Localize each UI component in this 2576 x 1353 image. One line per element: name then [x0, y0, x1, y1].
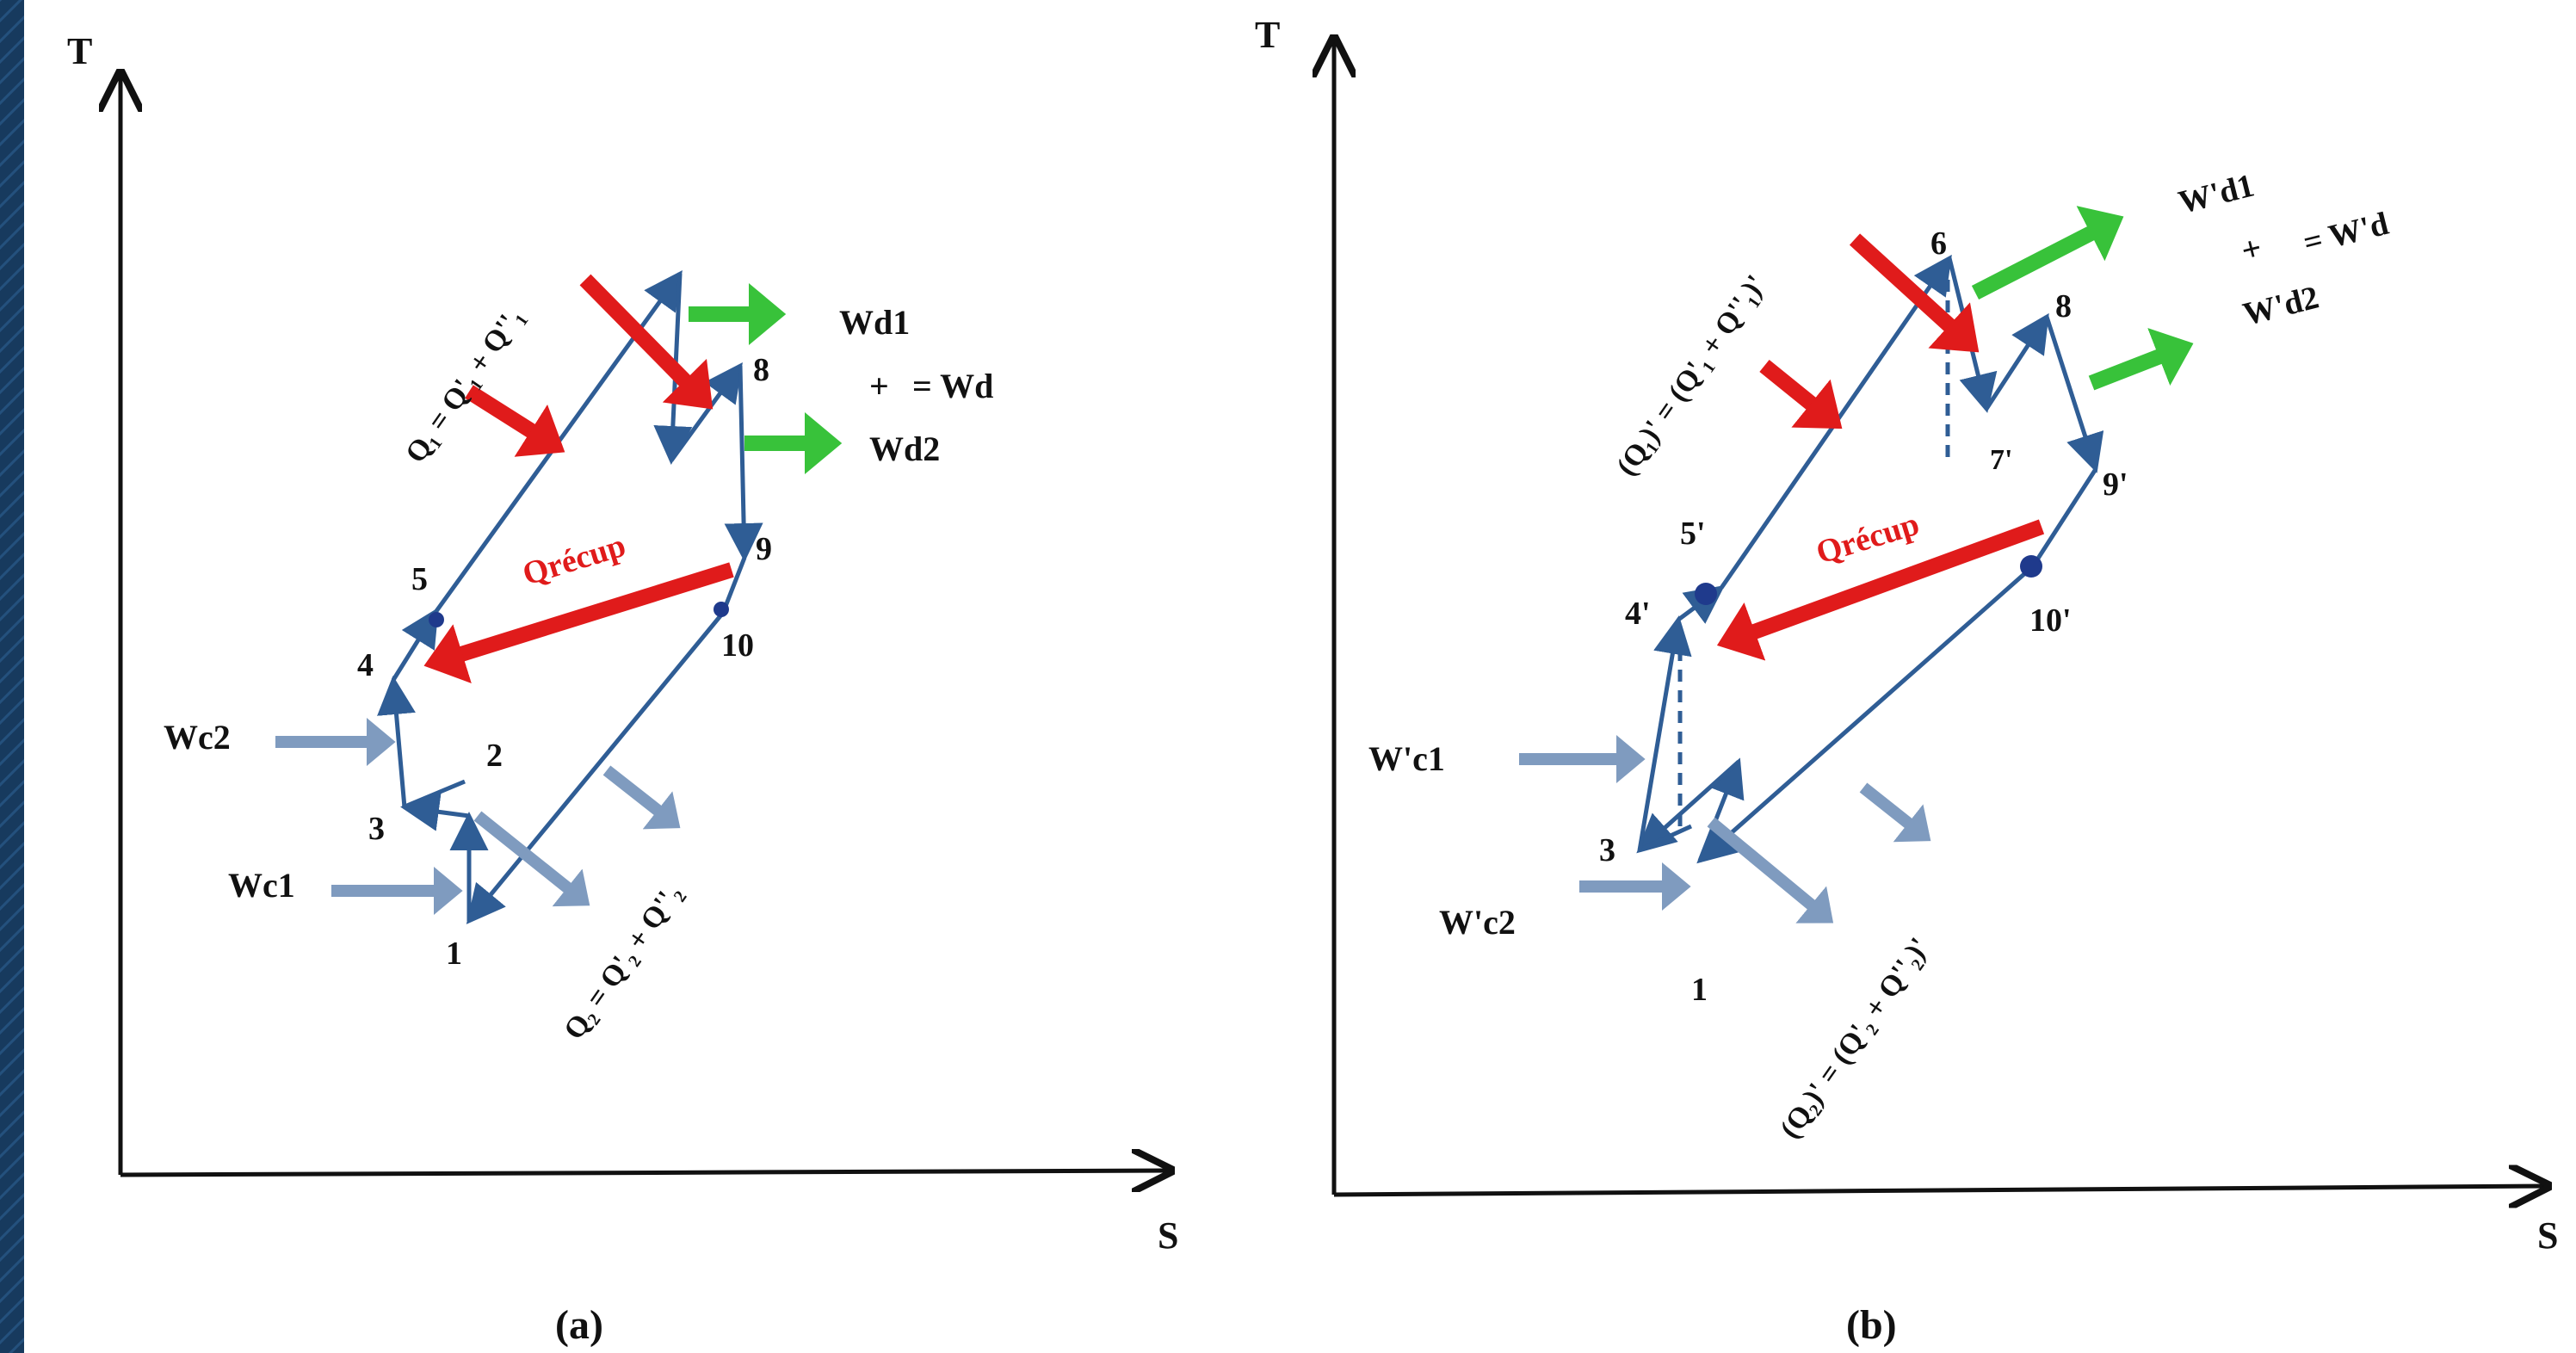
- wc2-label: Wc2: [164, 718, 231, 757]
- cycle-line: [400, 792, 470, 831]
- state-label-5: 5: [411, 561, 428, 597]
- state-label-5p: 5': [1680, 516, 1706, 552]
- heat-out-arrow: [602, 765, 681, 830]
- wd-label: = Wd: [912, 367, 993, 405]
- wc1-label: W'c1: [1368, 739, 1445, 778]
- state-label-9p: 9': [2103, 466, 2128, 503]
- cooling-line: [1642, 824, 1693, 850]
- turbine-work-arrow: [1971, 206, 2124, 300]
- heat-out-arrow: [1707, 817, 1834, 924]
- state-label-1: 1: [1691, 972, 1708, 1008]
- cycle-line: [377, 676, 416, 808]
- cooling-line: [402, 779, 466, 810]
- cycle-line: [1637, 615, 1692, 851]
- cycle-line: [2044, 316, 2104, 473]
- cycle-line: [1696, 565, 2035, 864]
- wc1-label: Wc1: [228, 866, 295, 905]
- axis-s-label: S: [2537, 1214, 2558, 1257]
- s-axis: [120, 1171, 1171, 1175]
- state-label-1: 1: [446, 936, 462, 972]
- heat-recuperation-arrow: [423, 562, 734, 684]
- state-label-7p: 7': [1990, 444, 2012, 476]
- panel-a-axes: [120, 73, 1171, 1175]
- cycle-line: [669, 361, 743, 462]
- state-label-4: 4: [357, 647, 374, 683]
- wc2-label: W'c2: [1439, 903, 1516, 942]
- heat-in-arrow: [579, 274, 713, 410]
- turbine-work-arrow: [2088, 327, 2194, 391]
- wd2-label: Wd2: [869, 429, 940, 468]
- cycle-line: [2030, 467, 2098, 568]
- state-point: [1695, 583, 1717, 605]
- cycle-line: [466, 611, 725, 924]
- state-label-10p: 10': [2029, 602, 2072, 639]
- axis-t-label: T: [1255, 14, 1280, 56]
- state-label-3: 3: [368, 811, 385, 847]
- state-point: [2020, 555, 2042, 578]
- state-point: [429, 612, 444, 627]
- state-label-4p: 4': [1625, 596, 1651, 632]
- plus-label: +: [869, 367, 889, 405]
- cycle-line: [724, 365, 763, 562]
- axis-t-label: T: [67, 30, 92, 72]
- heat-out-arrow: [473, 811, 590, 907]
- state-label-10: 10: [721, 627, 754, 664]
- state-label-9: 9: [756, 531, 772, 567]
- state-label-6: 6: [1930, 226, 1947, 262]
- state-label-3: 3: [1599, 832, 1615, 868]
- heat-in-arrow: [1759, 360, 1843, 429]
- heat-in-arrow: [1849, 233, 1980, 353]
- caption-a: (a): [555, 1302, 603, 1348]
- panel-b-points: [1695, 555, 2042, 605]
- cycle-line: [1984, 312, 2049, 411]
- caption-b: (b): [1846, 1302, 1897, 1348]
- state-label-8: 8: [2055, 288, 2072, 324]
- s-axis: [1333, 1186, 2548, 1195]
- cycle-line: [1636, 760, 1740, 854]
- heat-in-arrow: [465, 385, 565, 457]
- panel-a-points: [429, 602, 729, 627]
- cycle-line: [720, 557, 747, 614]
- panel-b-cycle: [1636, 254, 2104, 864]
- heat-out-arrow: [1859, 782, 1931, 843]
- wd1-label: Wd1: [839, 303, 910, 342]
- state-label-8: 8: [753, 352, 769, 388]
- state-point: [713, 602, 729, 617]
- axis-s-label: S: [1158, 1214, 1178, 1257]
- panel-b-axes: [1334, 39, 2548, 1195]
- heat-recuperation-arrow: [1716, 519, 2045, 661]
- state-label-2: 2: [486, 738, 503, 774]
